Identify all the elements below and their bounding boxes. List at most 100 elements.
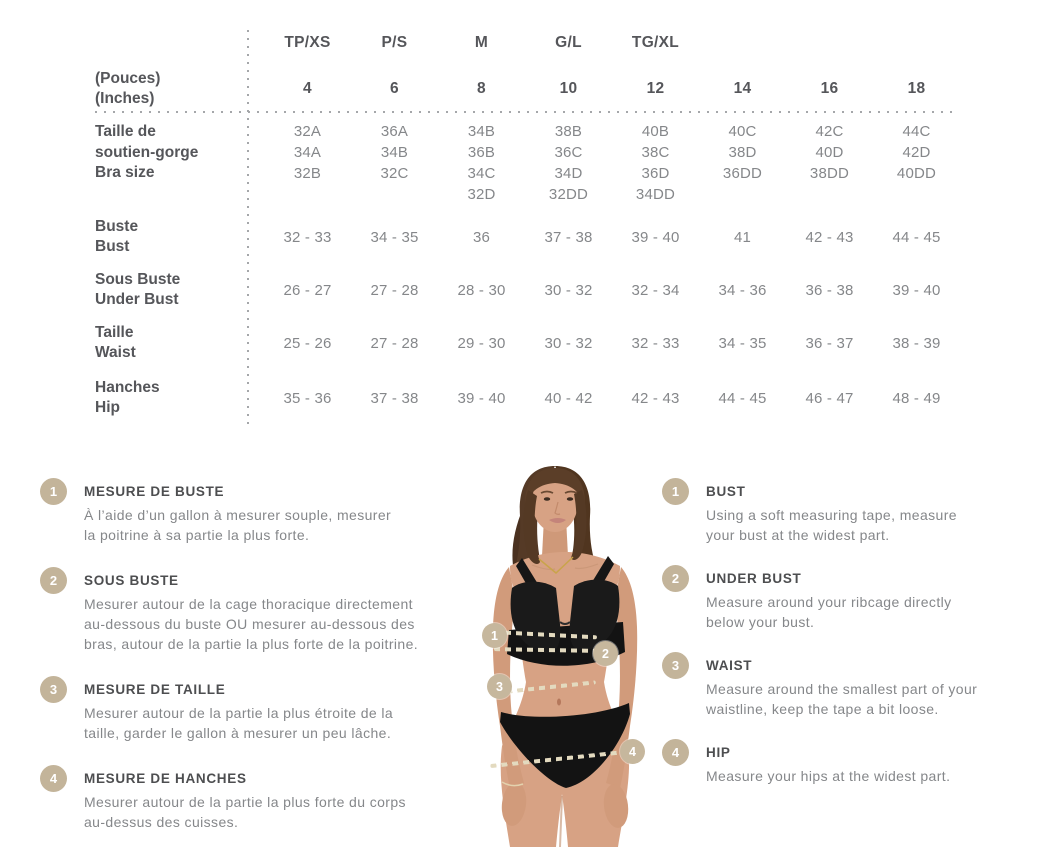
row-label-waist: Taille Waist: [95, 323, 264, 363]
size-label: TG/XL: [631, 33, 680, 51]
instruction-title: WAIST: [706, 658, 753, 673]
table-cell: 32 - 33: [283, 228, 332, 246]
table-cell: 34 - 36: [718, 281, 767, 299]
table-cell: 38 - 39: [892, 334, 941, 352]
size-label: TP/XS: [284, 33, 331, 51]
instruction-title: BUST: [706, 484, 746, 499]
instruction-text: BUST Using a soft measuring tape, measur…: [706, 478, 957, 545]
table-cell: 32A 34A 32B: [293, 123, 322, 182]
size-chart-table: TP/XS P/S M G/L TG/XL (Pouces) (Inches) …: [95, 20, 961, 428]
table-cell: 42 - 43: [631, 389, 680, 407]
instruction-title: MESURE DE BUSTE: [84, 484, 225, 499]
instruction-text: MESURE DE BUSTE À l’aide d’un gallon à m…: [84, 478, 391, 545]
table-cell: 46 - 47: [805, 389, 854, 407]
row-label-under-bust: Sous Buste Under Bust: [95, 270, 264, 310]
row-label-bust: Buste Bust: [95, 217, 264, 257]
table-cell: 44C 42D 40DD: [896, 123, 937, 182]
instruction-title: MESURE DE HANCHES: [84, 771, 247, 786]
row-label-en: (Inches): [95, 89, 155, 107]
model-illustration: [492, 466, 638, 848]
row-label-en: Under Bust: [95, 291, 179, 308]
instruction-title: UNDER BUST: [706, 571, 802, 586]
step-1-badge: 1: [40, 478, 67, 505]
row-label-en: Waist: [95, 344, 136, 361]
table-cell: 39 - 40: [457, 389, 506, 407]
step-2-badge: 2: [662, 565, 689, 592]
size-label: G/L: [555, 33, 582, 51]
table-cell: 34 - 35: [718, 334, 767, 352]
table-cell: 39 - 40: [631, 228, 680, 246]
table-cell: 28 - 30: [457, 281, 506, 299]
table-row-under-bust: Sous Buste Under Bust 26 - 27 27 - 28 28…: [95, 264, 961, 316]
inches-value: 10: [559, 79, 578, 97]
figure-marker-3: 3: [487, 674, 512, 699]
inches-value: 8: [477, 79, 486, 97]
table-cell: 36 - 38: [805, 281, 854, 299]
instruction-item-hip-fr: 4 MESURE DE HANCHES Mesurer autour de la…: [40, 765, 470, 832]
row-label-fr: Hanches: [95, 379, 160, 396]
instruction-title: SOUS BUSTE: [84, 573, 179, 588]
instruction-item-bust-fr: 1 MESURE DE BUSTE À l’aide d’un gallon à…: [40, 478, 470, 545]
instruction-description: Mesurer autour de la partie la plus étro…: [84, 705, 394, 741]
table-cell: 40C 38D 36DD: [722, 123, 763, 182]
instruction-item-waist-fr: 3 MESURE DE TAILLE Mesurer autour de la …: [40, 676, 470, 743]
figure-marker-2: 2: [593, 641, 618, 666]
instruction-item-under-bust-en: 2 UNDER BUST Measure around your ribcage…: [662, 565, 1037, 632]
table-cell: 42C 40D 38DD: [809, 123, 850, 182]
table-cell: 44 - 45: [718, 389, 767, 407]
step-4-badge: 4: [662, 739, 689, 766]
table-cell: 32 - 34: [631, 281, 680, 299]
table-row-hip: Hanches Hip 35 - 36 37 - 38 39 - 40 40 -…: [95, 370, 961, 426]
instruction-description: Measure your hips at the widest part.: [706, 768, 951, 784]
table-cell: 26 - 27: [283, 281, 332, 299]
inches-value: 12: [646, 79, 665, 97]
table-row-inches: (Pouces) (Inches) 4 6 8 10 12 14 16 18: [95, 65, 961, 112]
instructions-french: 1 MESURE DE BUSTE À l’aide d’un gallon à…: [40, 478, 470, 854]
table-cell: 27 - 28: [370, 281, 419, 299]
inches-value: 4: [303, 79, 312, 97]
row-label-en: Bust: [95, 238, 130, 255]
table-cell: 42 - 43: [805, 228, 854, 246]
instruction-item-hip-en: 4 HIP Measure your hips at the widest pa…: [662, 739, 1037, 786]
instruction-description: Measure around the smallest part of your…: [706, 681, 978, 717]
step-4-badge: 4: [40, 765, 67, 792]
table-row-size-labels: TP/XS P/S M G/L TG/XL: [95, 20, 961, 65]
instruction-text: WAIST Measure around the smallest part o…: [706, 652, 977, 719]
instruction-text: UNDER BUST Measure around your ribcage d…: [706, 565, 952, 632]
row-label-fr: Taille: [95, 324, 134, 341]
table-cell: 40B 38C 36D 34DD: [635, 123, 676, 203]
step-3-badge: 3: [662, 652, 689, 679]
inches-value: 16: [820, 79, 839, 97]
step-2-badge: 2: [40, 567, 67, 594]
table-cell: 25 - 26: [283, 334, 332, 352]
table-cell: 36A 34B 32C: [380, 123, 409, 182]
table-cell: 36: [472, 228, 491, 246]
instruction-description: Mesurer autour de la cage thoracique dir…: [84, 596, 419, 652]
table-cell: 38B 36C 34D 32DD: [548, 123, 589, 203]
figure-marker-4: 4: [620, 739, 645, 764]
instruction-item-bust-en: 1 BUST Using a soft measuring tape, meas…: [662, 478, 1037, 545]
table-cell: 40 - 42: [544, 389, 593, 407]
table-cell: 30 - 32: [544, 334, 593, 352]
table-cell: 27 - 28: [370, 334, 419, 352]
figure-marker-1: 1: [482, 623, 507, 648]
instruction-item-under-bust-fr: 2 SOUS BUSTE Mesurer autour de la cage t…: [40, 567, 470, 654]
instruction-description: Measure around your ribcage directly bel…: [706, 594, 952, 630]
inches-value: 14: [733, 79, 752, 97]
table-cell: 32 - 33: [631, 334, 680, 352]
table-row-bra-size: Taille de soutien-gorge Bra size 32A 34A…: [95, 112, 961, 210]
instruction-text: SOUS BUSTE Mesurer autour de la cage tho…: [84, 567, 418, 654]
table-cell: 37 - 38: [544, 228, 593, 246]
step-1-badge: 1: [662, 478, 689, 505]
table-cell: 34B 36B 34C 32D: [467, 123, 496, 203]
inches-value: 6: [390, 79, 399, 97]
table-cell: 35 - 36: [283, 389, 332, 407]
row-label-bra-size: Taille de soutien-gorge Bra size: [95, 121, 264, 183]
table-cell: 44 - 45: [892, 228, 941, 246]
row-label-fr: (Pouces): [95, 69, 161, 87]
instruction-item-waist-en: 3 WAIST Measure around the smallest part…: [662, 652, 1037, 719]
size-label: M: [474, 33, 489, 51]
row-label-fr: Buste: [95, 218, 139, 235]
step-3-badge: 3: [40, 676, 67, 703]
table-cell: 48 - 49: [892, 389, 941, 407]
